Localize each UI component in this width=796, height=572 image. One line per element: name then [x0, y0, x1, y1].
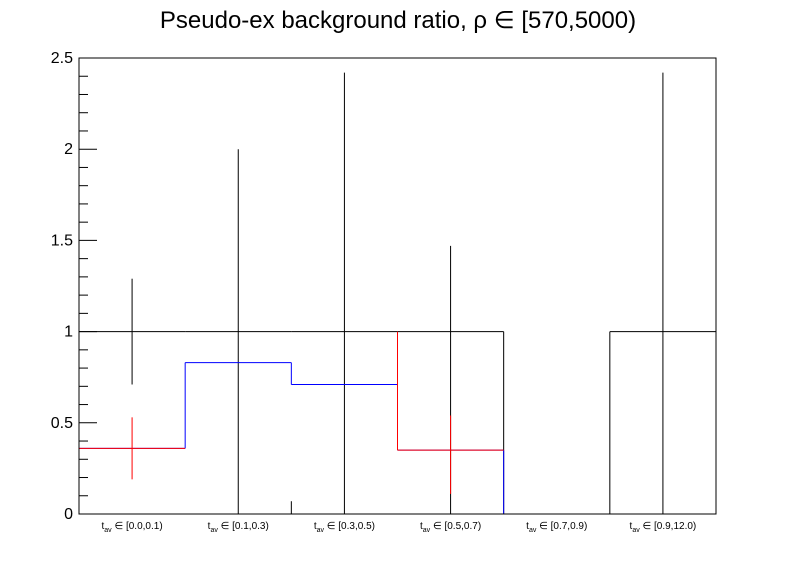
y-tick-label: 1 [64, 324, 73, 341]
plot-frame [78, 57, 717, 515]
plot-area [78, 72, 717, 515]
y-tick-label: 0 [64, 506, 73, 523]
x-category-label: tav ∈ [0.1,0.3) [208, 521, 269, 534]
x-category-label: tav ∈ [0.7,0.9) [526, 521, 587, 534]
chart-title: Pseudo-ex background ratio, ρ ∈ [570,500… [160, 7, 636, 34]
x-category-label: tav ∈ [0.5,0.7) [420, 521, 481, 534]
x-category-label: tav ∈ [0.3,0.5) [314, 521, 375, 534]
y-tick-label: 1.5 [51, 232, 73, 249]
x-axis: tav ∈ [0.0,0.1) tav ∈ [0.1,0.3) tav ∈ [0.3… [102, 521, 697, 534]
y-tick-label: 0.5 [51, 415, 73, 432]
x-category-label: tav ∈ [0.0,0.1) [102, 521, 163, 534]
y-axis: 0 0.5 1 1.5 2 2.5 [51, 50, 97, 523]
x-category-label: tav ∈ [0.9,12.0) [630, 521, 697, 534]
y-tick-label: 2 [64, 141, 73, 158]
y-tick-label: 2.5 [51, 50, 73, 67]
